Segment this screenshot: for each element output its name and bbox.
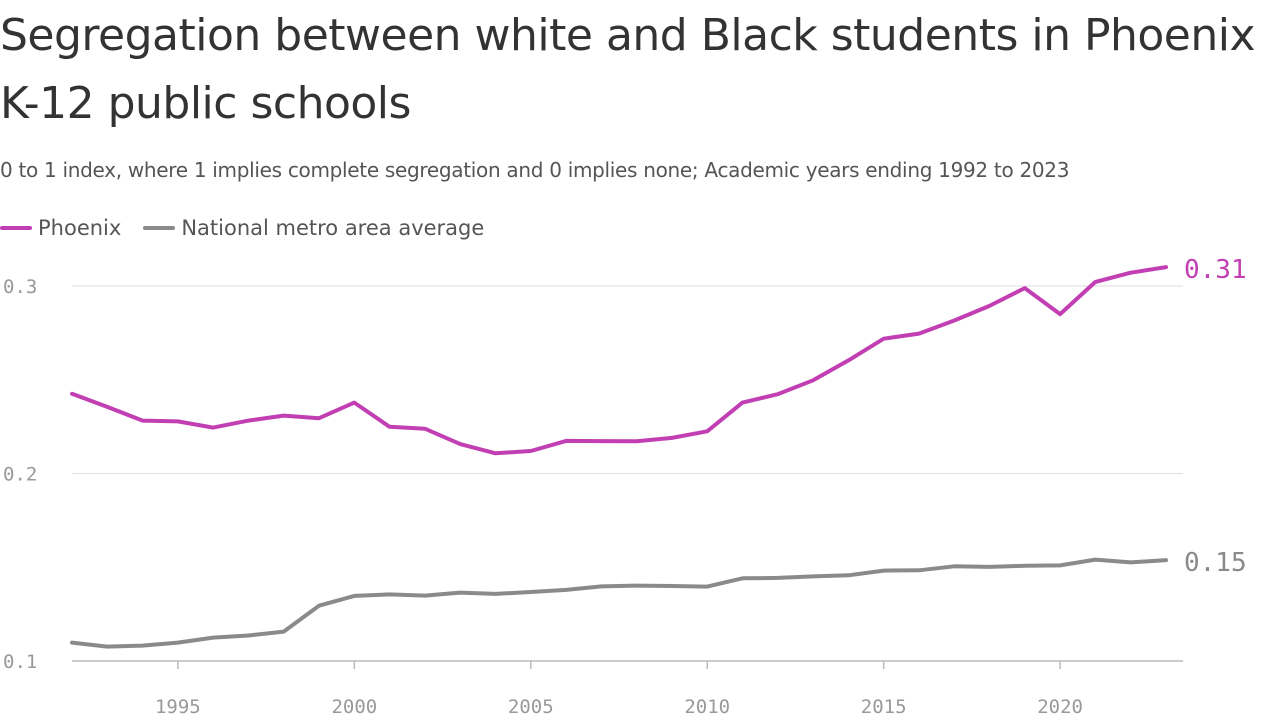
y-axis: 0.1 0.2 0.3 (3, 276, 37, 673)
series-line-national (70, 557, 1168, 649)
chart-legend: Phoenix National metro area average (0, 214, 506, 242)
chart-subtitle: 0 to 1 index, where 1 implies complete s… (0, 158, 1070, 182)
y-tick-label-0.3: 0.3 (3, 276, 37, 298)
legend-item-national: National metro area average (143, 216, 484, 240)
legend-label-national: National metro area average (181, 216, 485, 240)
x-tick-label-2000: 2000 (331, 696, 377, 718)
x-tick-label-2005: 2005 (508, 696, 554, 718)
end-labels: 0.31 0.15 (1184, 255, 1247, 578)
legend-item-phoenix: Phoenix (0, 216, 121, 240)
series-line-phoenix (70, 265, 1168, 456)
x-axis: 1995 2000 2005 2010 2015 2020 (155, 661, 1083, 718)
x-tick-label-2015: 2015 (861, 696, 907, 718)
y-tick-label-0.2: 0.2 (3, 464, 37, 486)
series-lines (70, 265, 1168, 649)
legend-swatch-phoenix (0, 226, 32, 230)
legend-label-phoenix: Phoenix (38, 216, 122, 240)
legend-swatch-national (143, 226, 176, 230)
end-label-national: 0.15 (1184, 548, 1247, 578)
x-tick-label-2010: 2010 (684, 696, 730, 718)
x-tick-label-2020: 2020 (1037, 696, 1083, 718)
y-tick-label-0.1: 0.1 (3, 651, 37, 673)
end-label-phoenix: 0.31 (1184, 255, 1247, 285)
chart-title: Segregation between white and Black stud… (0, 10, 1256, 129)
gridlines (72, 285, 1183, 662)
x-tick-label-1995: 1995 (155, 696, 201, 718)
